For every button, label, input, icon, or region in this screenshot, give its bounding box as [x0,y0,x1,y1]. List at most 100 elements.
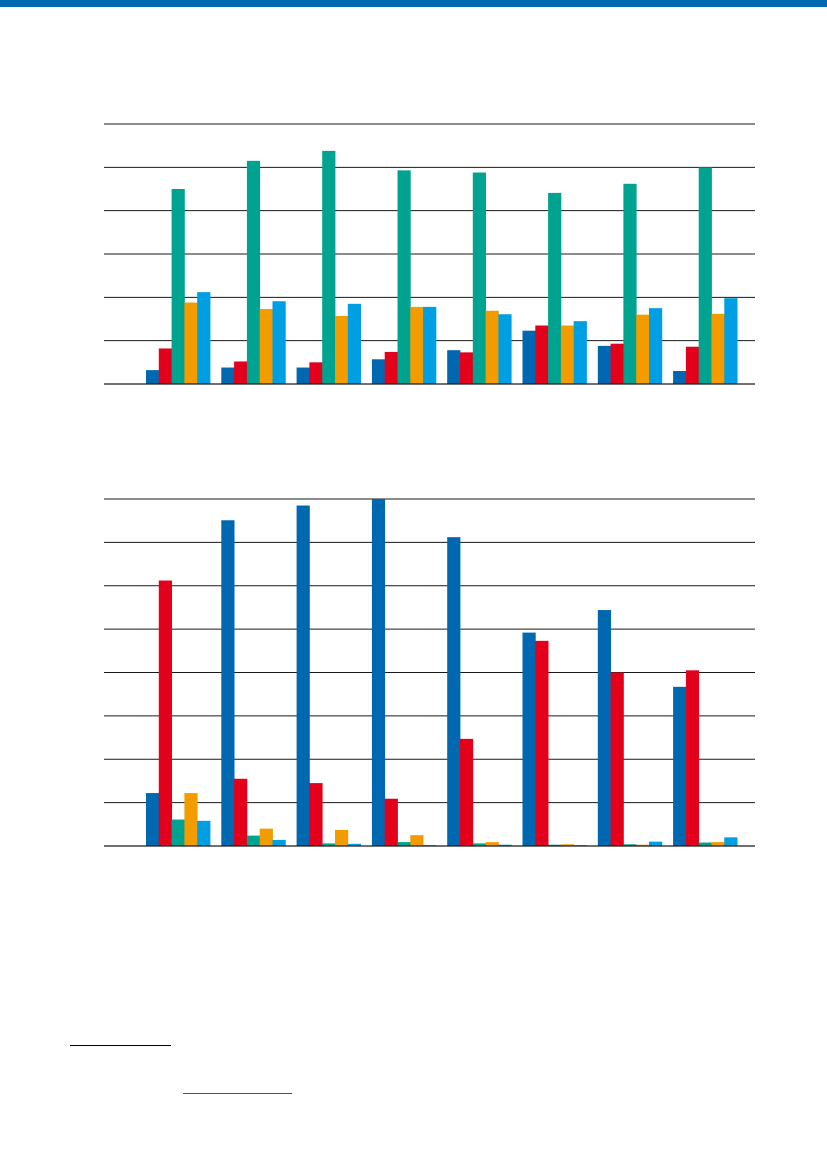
bar-series-2-group-2 [234,778,248,846]
bar-group-5 [447,537,512,846]
bar-series-2-group-6 [535,640,549,846]
bar-series-1-group-6 [522,330,536,384]
bar-group-1 [146,189,211,384]
bar-series-4-group-5 [485,842,499,846]
bar-series-2-group-8 [685,346,700,384]
bar-group-5 [447,172,512,384]
bar-series-4-group-8 [711,313,725,384]
bar-series-2-group-1 [158,580,172,846]
bar-series-3-group-6 [548,192,562,384]
bar-series-2-group-7 [610,343,624,384]
chart-2-bars [146,499,738,846]
bar-series-3-group-8 [698,167,712,384]
bar-series-2-group-4 [384,798,398,846]
bar-group-2 [221,160,286,384]
bar-series-1-group-5 [447,350,461,384]
bar-group-3 [296,150,361,384]
bar-series-5-group-8 [724,837,738,846]
bar-group-7 [597,610,663,846]
bar-series-4-group-3 [335,315,349,384]
bar-series-2-group-8 [685,670,700,846]
bar-series-5-group-5 [498,314,512,384]
bar-series-1-group-4 [371,359,386,384]
bar-series-3-group-7 [623,183,637,384]
bar-series-5-group-1 [197,820,211,846]
bar-group-1 [146,580,211,846]
bar-group-4 [371,170,437,384]
chart-1-bars [146,150,738,384]
bar-group-3 [296,505,361,846]
bar-series-2-group-3 [309,783,323,846]
bar-series-3-group-3 [322,150,336,384]
bar-series-3-group-1 [171,819,185,846]
bar-series-5-group-7 [649,308,663,384]
bar-series-2-group-7 [610,672,624,846]
bar-series-3-group-2 [246,835,261,846]
bar-series-4-group-6 [560,325,575,384]
bar-series-1-group-4 [371,499,386,846]
chart-1 [104,123,755,385]
bar-series-3-group-7 [623,844,637,846]
bar-series-1-group-8 [673,371,687,384]
bar-series-5-group-8 [724,298,738,384]
bar-series-2-group-4 [384,351,398,384]
bar-series-1-group-1 [146,793,160,846]
bar-series-5-group-3 [347,843,361,846]
bar-series-3-group-4 [397,170,411,384]
bar-series-2-group-2 [234,361,248,384]
bar-series-3-group-5 [472,172,486,384]
chart-2 [104,498,755,847]
bar-group-7 [597,183,663,384]
bar-series-4-group-6 [560,844,575,846]
chart-2-gridlines [104,498,755,804]
bar-series-2-group-3 [309,362,323,384]
bar-series-4-group-2 [259,309,273,384]
bar-series-1-group-7 [597,610,611,846]
bar-series-1-group-2 [221,367,235,384]
bar-series-5-group-4 [423,306,437,384]
bar-series-5-group-7 [649,841,663,846]
bar-series-3-group-3 [322,843,336,846]
bar-series-3-group-1 [171,189,185,384]
footnote-separator [70,1045,171,1046]
bar-group-8 [673,670,738,846]
bar-group-2 [221,520,286,846]
bar-series-5-group-1 [197,292,211,384]
bar-series-1-group-3 [296,505,310,846]
bar-series-1-group-7 [597,345,611,384]
bar-series-3-group-6 [548,844,562,846]
bar-series-1-group-6 [522,632,536,846]
bar-series-3-group-4 [397,842,411,846]
bar-series-4-group-5 [485,310,499,384]
bar-series-3-group-2 [246,160,261,384]
bar-series-4-group-4 [410,835,424,846]
bar-series-5-group-2 [272,301,286,384]
bar-series-1-group-8 [673,686,687,846]
bar-series-2-group-1 [158,348,172,384]
bar-series-2-group-5 [460,352,474,384]
bar-series-4-group-1 [184,302,198,384]
bar-series-2-group-5 [460,738,474,846]
bar-series-5-group-2 [272,839,286,846]
bar-series-4-group-2 [259,828,273,846]
bar-series-1-group-3 [296,367,310,384]
bar-series-4-group-3 [335,829,349,846]
bar-series-3-group-8 [698,842,712,846]
bar-group-8 [673,167,738,384]
bar-series-2-group-6 [535,325,549,384]
bar-series-3-group-5 [472,843,486,846]
bar-series-5-group-5 [498,844,512,846]
bar-group-6 [522,192,587,384]
bar-series-1-group-1 [146,370,160,384]
footnote-link-underline[interactable] [183,1093,292,1094]
bar-series-1-group-2 [221,520,235,846]
bar-series-5-group-6 [573,321,587,384]
page-header-bar [0,0,827,7]
bar-series-4-group-7 [636,844,650,846]
bar-series-4-group-7 [636,314,650,384]
bar-series-4-group-1 [184,793,198,846]
bar-group-6 [522,632,587,846]
bar-series-5-group-3 [347,303,361,384]
bar-series-4-group-4 [410,306,424,384]
bar-series-4-group-8 [711,842,725,846]
